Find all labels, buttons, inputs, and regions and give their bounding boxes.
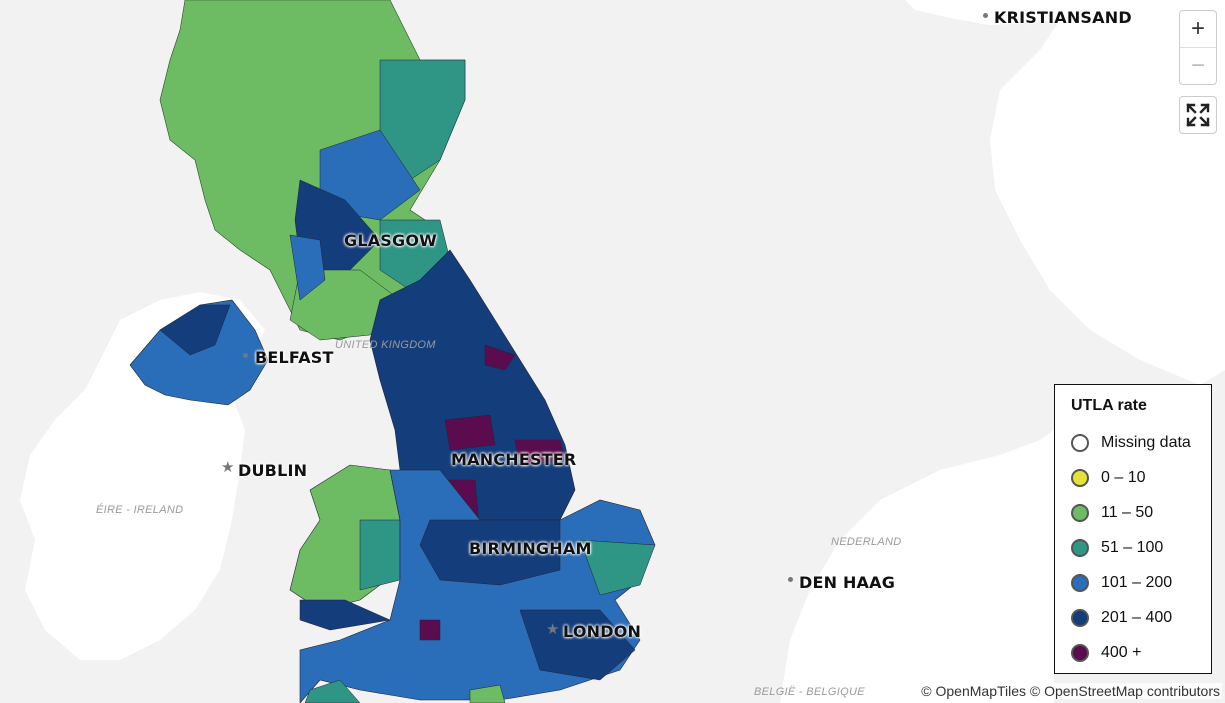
country-label-belgium: BELGIË - BELGIQUE [754, 686, 865, 698]
legend-item: 11 – 50 [1071, 495, 1195, 530]
fullscreen-button[interactable] [1179, 96, 1217, 134]
country-label-uk: UNITED KINGDOM [335, 339, 436, 351]
city-label-glasgow: GLASGOW [344, 231, 438, 250]
legend-label: 0 – 10 [1101, 468, 1146, 486]
legend-label: 201 – 400 [1101, 608, 1173, 626]
legend-item: 51 – 100 [1071, 530, 1195, 565]
legend-label: 11 – 50 [1101, 503, 1154, 521]
legend-swatch [1071, 643, 1089, 662]
legend-swatch [1071, 503, 1089, 522]
fullscreen-icon [1186, 103, 1210, 127]
legend-item: 400 + [1071, 635, 1195, 670]
zoom-in-button[interactable]: + [1190, 15, 1205, 42]
legend-label: Missing data [1101, 433, 1191, 451]
legend-item: 201 – 400 [1071, 600, 1195, 635]
city-label-birmingham: BIRMINGHAM [469, 539, 592, 558]
legend-swatch [1071, 468, 1089, 487]
legend-swatch [1071, 573, 1089, 592]
zoom-control: + − [1179, 10, 1217, 85]
legend-title: UTLA rate [1071, 397, 1147, 414]
legend-item: Missing data [1071, 425, 1195, 460]
city-label-london: LONDON [563, 622, 642, 641]
legend-swatch [1071, 608, 1089, 627]
legend-swatch [1071, 433, 1089, 452]
legend-label: 51 – 100 [1101, 538, 1164, 556]
legend-label: 400 + [1101, 643, 1142, 661]
city-label-manchester: MANCHESTER [451, 450, 577, 469]
scandinavia-land [905, 0, 1225, 385]
country-label-netherlands: NEDERLAND [831, 536, 902, 548]
map-attribution[interactable]: © OpenMapTiles © OpenStreetMap contribut… [919, 683, 1222, 699]
city-label-belfast: BELFAST [255, 348, 334, 367]
city-label-den-haag: DEN HAAG [799, 573, 896, 592]
london-capital-star-icon: ★ [546, 621, 560, 638]
kristiansand-marker [983, 13, 988, 18]
city-label-dublin: DUBLIN [238, 461, 308, 480]
legend-label: 101 – 200 [1101, 573, 1173, 591]
legend-item: 0 – 10 [1071, 460, 1195, 495]
legend-swatch [1071, 538, 1089, 557]
dublin-capital-star-icon: ★ [221, 459, 235, 476]
country-label-ireland: ÉIRE - IRELAND [96, 504, 184, 516]
city-label-kristiansand: KRISTIANSAND [994, 8, 1132, 27]
continent-land [780, 430, 1054, 703]
zoom-out-button[interactable]: − [1180, 47, 1216, 84]
legend-item: 101 – 200 [1071, 565, 1195, 600]
belfast-marker [243, 353, 248, 358]
den-haag-marker [788, 577, 793, 582]
map-legend: UTLA rate Missing data 0 – 10 11 – 50 51… [1054, 384, 1212, 674]
